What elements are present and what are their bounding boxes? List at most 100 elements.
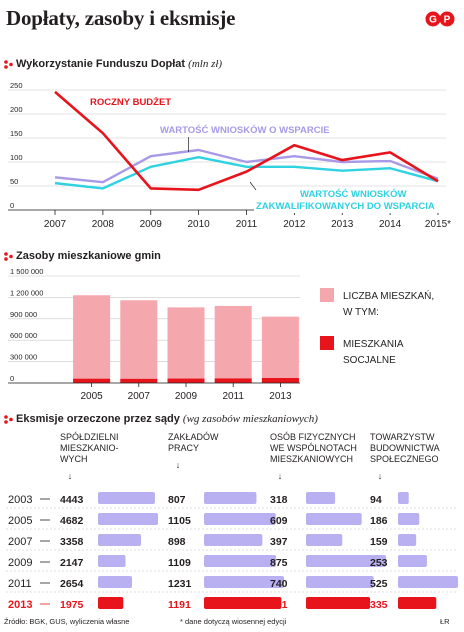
footnote: * dane dotyczą wiosennej edycji bbox=[180, 617, 287, 626]
x-tick-label: 2007 bbox=[128, 391, 151, 402]
cell-value: 525 bbox=[370, 578, 388, 590]
cell-value: 1105 bbox=[168, 515, 191, 527]
cell-bar bbox=[398, 492, 409, 504]
down-arrow-icon: ↓ bbox=[278, 471, 283, 481]
bar-chart: 0 300 000 600 000 900 000 1 200 000 1 500 000… bbox=[8, 268, 434, 402]
label-leader bbox=[249, 181, 257, 191]
cell-bar bbox=[398, 555, 427, 567]
x-tick-label: 2013 bbox=[331, 219, 354, 230]
cell-bar bbox=[306, 513, 362, 525]
down-arrow-icon: ↓ bbox=[378, 471, 383, 481]
section-marker-icon bbox=[4, 251, 13, 261]
cell-bar bbox=[98, 513, 158, 525]
cell-bar bbox=[398, 597, 437, 609]
column-header: WYCH bbox=[60, 454, 88, 464]
column-header: MIESZKANIO- bbox=[60, 443, 119, 453]
cell-value: 3358 bbox=[60, 536, 84, 548]
section-marker-icon bbox=[4, 59, 13, 69]
series-line bbox=[54, 90, 439, 192]
down-arrow-icon: ↓ bbox=[176, 460, 181, 470]
section-line-unit: (mln zł) bbox=[188, 58, 223, 70]
bar-social bbox=[261, 378, 299, 383]
series-label: ROCZNY BUDŻET bbox=[90, 97, 171, 108]
cell-value: 4682 bbox=[60, 515, 84, 527]
label-backdrop bbox=[254, 187, 450, 213]
column-header: SPOŁECZNEGO bbox=[370, 454, 439, 464]
series-line bbox=[54, 155, 439, 190]
cell-value: 740 bbox=[270, 578, 288, 590]
cell-bar bbox=[204, 555, 277, 567]
legend-label: SOCJALNE bbox=[343, 355, 396, 366]
cell-bar bbox=[98, 534, 142, 546]
column-header: OSÓB FIZYCZNYCH bbox=[270, 432, 356, 442]
cell-value: 1109 bbox=[168, 557, 191, 569]
cell-bar bbox=[204, 513, 276, 525]
cell-bar bbox=[306, 555, 386, 567]
y-tick-label: 600 000 bbox=[10, 331, 37, 340]
svg-text:P: P bbox=[444, 15, 451, 26]
row-year-label: 2005 bbox=[8, 515, 32, 527]
cell-bar bbox=[398, 513, 420, 525]
cell-bar bbox=[306, 597, 371, 609]
cell-value: 335 bbox=[370, 599, 388, 610]
cell-bar bbox=[306, 534, 343, 546]
y-tick-label: 250 bbox=[10, 81, 23, 90]
bar-social bbox=[120, 378, 158, 383]
x-tick-label: 2013 bbox=[269, 391, 292, 402]
cell-value: 2654 bbox=[60, 578, 84, 590]
cell-bar bbox=[398, 534, 417, 546]
legend-swatch bbox=[320, 336, 334, 350]
cell-value: 4443 bbox=[60, 494, 84, 506]
line-chart: 0 50 100 150 200 250 2007 2008 2009 2010 2011 2012 2… bbox=[8, 81, 451, 230]
svg-text:G: G bbox=[429, 15, 437, 26]
x-tick-label: 2014 bbox=[379, 219, 402, 230]
section-bar-header: Zasoby mieszkaniowe gmin bbox=[4, 250, 161, 262]
row-year-label: 2009 bbox=[8, 557, 32, 569]
cell-value: 807 bbox=[168, 494, 186, 506]
cell-bar bbox=[98, 576, 133, 588]
x-tick-label: 2009 bbox=[140, 219, 163, 230]
column-header: MIESZKANIOWYCH bbox=[270, 454, 353, 464]
x-tick-label: 2010 bbox=[188, 219, 211, 230]
cell-bar bbox=[204, 534, 263, 546]
cell-value: 2147 bbox=[60, 557, 84, 569]
down-arrow-icon: ↓ bbox=[68, 471, 73, 481]
y-tick-label: 1 200 000 bbox=[10, 288, 43, 297]
y-tick-label: 200 bbox=[10, 105, 23, 114]
legend-label: W TYM: bbox=[343, 307, 379, 318]
cell-value: 701 bbox=[270, 599, 288, 610]
y-tick-label: 900 000 bbox=[10, 310, 37, 319]
column-header: ZAKŁADÓW bbox=[168, 432, 219, 442]
series-label: ZAKWALIFIKOWANYCH DO WSPARCIA bbox=[256, 201, 435, 212]
x-tick-label: 2011 bbox=[236, 219, 258, 230]
y-tick-label: 0 bbox=[10, 201, 14, 210]
cell-value: 1975 bbox=[60, 599, 84, 610]
x-tick-label: 2007 bbox=[44, 219, 67, 230]
cell-bar bbox=[306, 576, 374, 588]
x-tick-label: 2011 bbox=[222, 391, 244, 402]
author-initials: ŁR bbox=[440, 617, 450, 626]
x-tick-label: 2008 bbox=[92, 219, 115, 230]
x-tick-label: 2012 bbox=[283, 219, 306, 230]
y-tick-label: 300 000 bbox=[10, 353, 37, 362]
series-label: WARTOŚĆ WNIOSKÓW O WSPARCIE bbox=[160, 124, 330, 136]
series-line bbox=[54, 148, 439, 184]
cell-value: 1231 bbox=[168, 578, 192, 590]
y-tick-label: 0 bbox=[10, 374, 14, 383]
page-title: Dopłaty, zasoby i eksmisje bbox=[6, 6, 236, 30]
cell-value: 898 bbox=[168, 536, 186, 548]
row-year-label: 2003 bbox=[8, 494, 32, 506]
x-tick-label: 2015* bbox=[425, 219, 451, 230]
bar-social bbox=[73, 378, 111, 383]
column-header: SPÓŁDZIELNI bbox=[60, 432, 119, 442]
bar-total bbox=[261, 316, 299, 383]
bar-total bbox=[120, 300, 158, 383]
y-tick-label: 50 bbox=[10, 177, 18, 186]
cell-value: 1191 bbox=[168, 599, 191, 610]
section-marker-icon bbox=[4, 414, 13, 424]
cell-value: 253 bbox=[370, 557, 388, 569]
cell-value: 397 bbox=[270, 536, 288, 548]
cell-bar bbox=[306, 492, 336, 504]
cell-bar bbox=[204, 576, 284, 588]
cell-value: 875 bbox=[270, 557, 288, 569]
